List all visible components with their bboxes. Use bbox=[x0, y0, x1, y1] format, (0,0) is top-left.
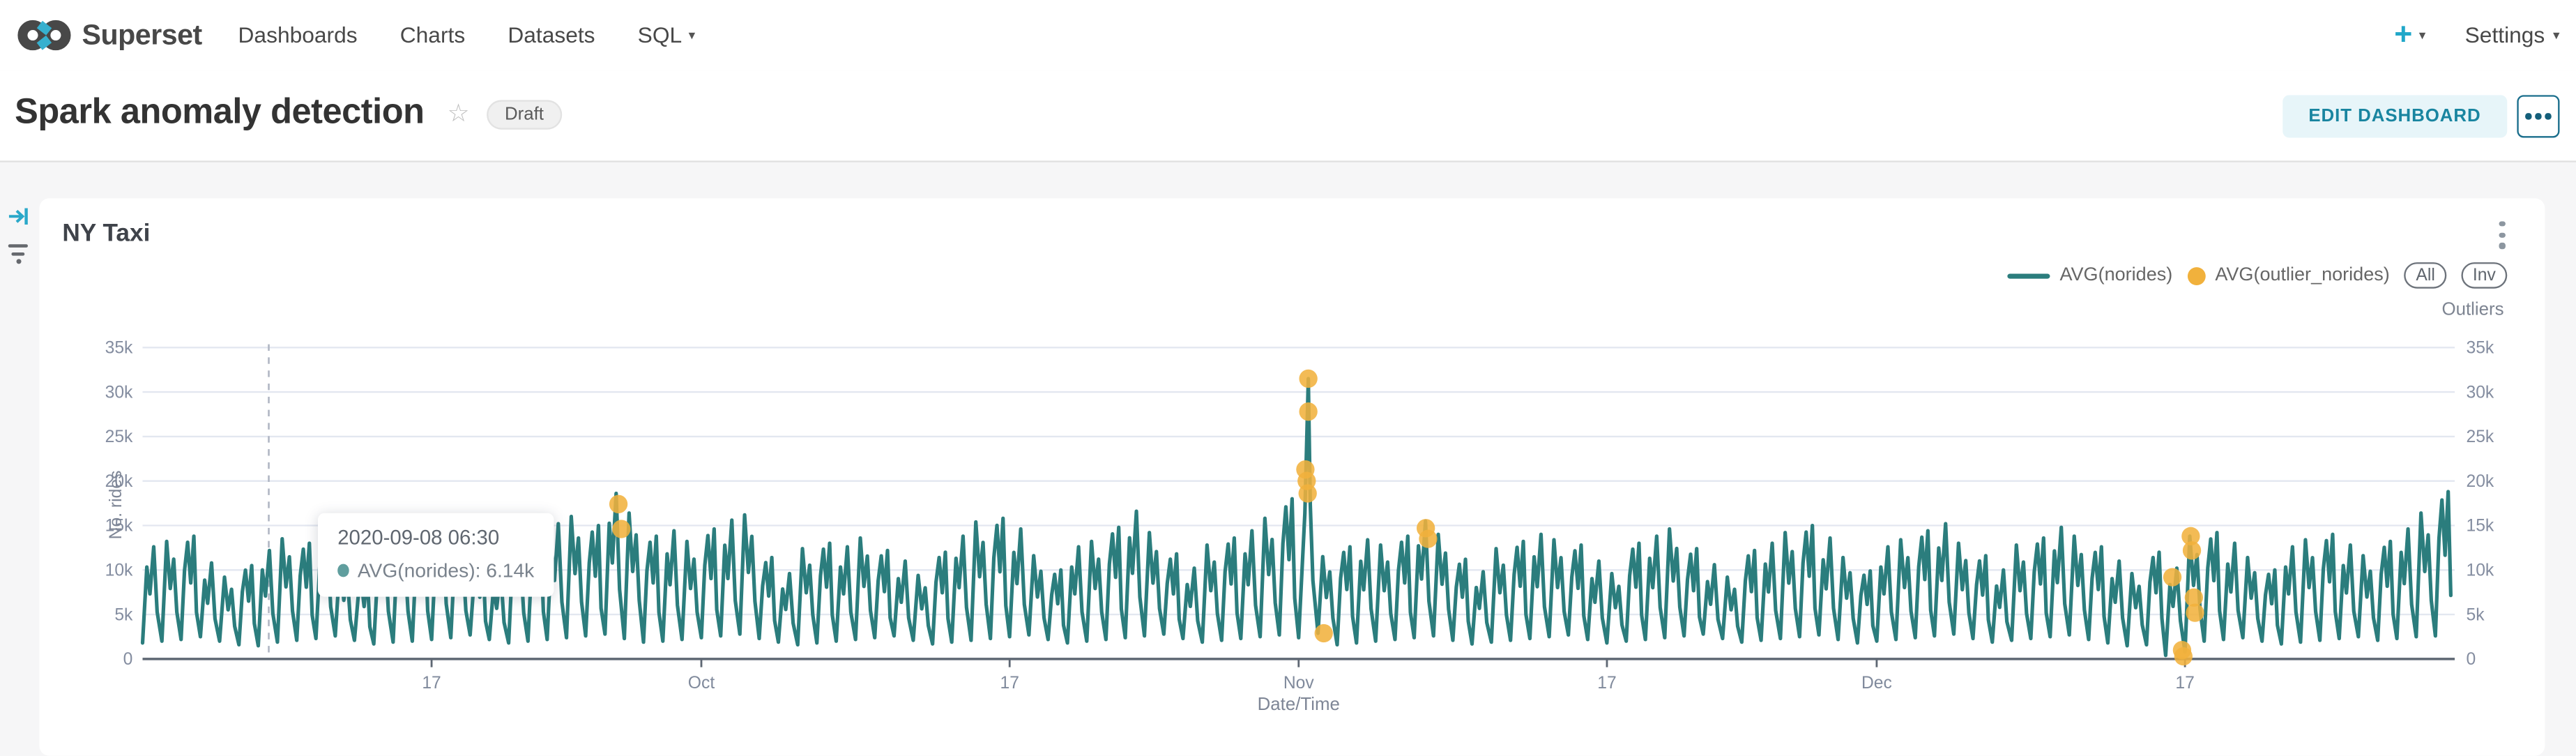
svg-text:10k: 10k bbox=[105, 561, 133, 580]
superset-logo[interactable]: Superset bbox=[17, 18, 202, 52]
svg-text:Date/Time: Date/Time bbox=[1258, 695, 1340, 714]
navbar-right: + ▾ Settings ▾ bbox=[2394, 20, 2559, 51]
nav-item-charts[interactable]: Charts bbox=[399, 22, 466, 48]
svg-text:5k: 5k bbox=[114, 605, 133, 624]
plus-icon: + bbox=[2394, 17, 2413, 53]
superset-infinity-icon bbox=[17, 18, 73, 52]
series-dot-icon bbox=[337, 564, 350, 577]
svg-text:30k: 30k bbox=[2467, 383, 2494, 402]
svg-text:Nov: Nov bbox=[1283, 674, 1315, 693]
main-nav: Dashboards Charts Datasets SQL ▾ bbox=[238, 23, 695, 47]
line-swatch-icon bbox=[2007, 273, 2050, 278]
caret-down-icon: ▾ bbox=[2553, 27, 2560, 42]
dashboard-header: Spark anomaly detection ☆ Draft EDIT DAS… bbox=[0, 70, 2576, 162]
nav-item-datasets[interactable]: Datasets bbox=[508, 22, 595, 48]
top-navbar: Superset Dashboards Charts Datasets SQL ▾… bbox=[0, 0, 2576, 73]
more-actions-button[interactable] bbox=[2517, 95, 2560, 138]
filter-icon[interactable] bbox=[8, 244, 28, 264]
nav-item-sql[interactable]: SQL ▾ bbox=[637, 22, 696, 48]
svg-text:0: 0 bbox=[2467, 650, 2476, 669]
svg-text:0: 0 bbox=[123, 650, 133, 669]
svg-text:15k: 15k bbox=[105, 517, 133, 536]
svg-text:5k: 5k bbox=[2467, 605, 2485, 624]
svg-text:17: 17 bbox=[422, 674, 441, 693]
new-item-button[interactable]: + ▾ bbox=[2394, 20, 2425, 51]
settings-menu[interactable]: Settings ▾ bbox=[2464, 22, 2560, 48]
legend-select-all-button[interactable]: All bbox=[2404, 262, 2447, 289]
legend-item-norides[interactable]: AVG(norides) bbox=[2007, 266, 2172, 285]
expand-filters-icon[interactable] bbox=[8, 205, 28, 234]
chart-card: NY Taxi AVG(norides) AVG(outlier_norides… bbox=[39, 198, 2545, 756]
svg-text:10k: 10k bbox=[2467, 561, 2494, 580]
legend-item-outlier-norides[interactable]: AVG(outlier_norides) bbox=[2187, 266, 2390, 285]
tooltip-value: AVG(norides): 6.14k bbox=[357, 559, 535, 582]
brand-name: Superset bbox=[82, 17, 203, 51]
tooltip-date: 2020-09-08 06:30 bbox=[337, 526, 500, 550]
svg-text:20k: 20k bbox=[2467, 472, 2494, 491]
svg-text:25k: 25k bbox=[2467, 428, 2494, 446]
edit-dashboard-button[interactable]: EDIT DASHBOARD bbox=[2282, 95, 2508, 138]
legend-invert-button[interactable]: Inv bbox=[2461, 262, 2508, 289]
chart-title: NY Taxi bbox=[62, 219, 151, 248]
svg-text:17: 17 bbox=[1597, 674, 1616, 693]
svg-text:Oct: Oct bbox=[688, 674, 715, 693]
dot-swatch-icon bbox=[2187, 266, 2206, 285]
svg-text:30k: 30k bbox=[105, 383, 133, 402]
filter-bar bbox=[0, 160, 39, 739]
svg-text:17: 17 bbox=[2175, 674, 2194, 693]
svg-text:25k: 25k bbox=[105, 428, 133, 446]
right-axis-title: Outliers bbox=[2441, 300, 2504, 320]
svg-text:35k: 35k bbox=[2467, 339, 2494, 358]
svg-text:35k: 35k bbox=[105, 339, 133, 358]
svg-text:20k: 20k bbox=[105, 472, 133, 491]
chart-legend: AVG(norides) AVG(outlier_norides) All In… bbox=[2007, 262, 2508, 289]
dashboard-title: Spark anomaly detection bbox=[15, 91, 425, 132]
svg-text:17: 17 bbox=[1000, 674, 1019, 693]
caret-down-icon: ▾ bbox=[688, 27, 696, 42]
svg-text:Dec: Dec bbox=[1861, 674, 1892, 693]
caret-down-icon: ▾ bbox=[2418, 27, 2426, 42]
svg-text:15k: 15k bbox=[2467, 517, 2494, 536]
chart-tooltip: 2020-09-08 06:30 AVG(norides): 6.14k bbox=[317, 513, 554, 597]
status-badge: Draft bbox=[487, 100, 562, 130]
chart-kebab-menu-icon[interactable] bbox=[2491, 221, 2514, 257]
superset-app: Superset Dashboards Charts Datasets SQL ▾… bbox=[0, 0, 2576, 739]
nav-item-dashboards[interactable]: Dashboards bbox=[238, 22, 358, 48]
favorite-star-icon[interactable]: ☆ bbox=[447, 100, 470, 128]
svg-text:No. rides: No. rides bbox=[107, 471, 125, 540]
timeseries-chart[interactable]: 0 0 5k 5k 10k 10k 15k 15k 20k 20k 25k 25k 30k 30k 35k 3… bbox=[39, 295, 2545, 755]
